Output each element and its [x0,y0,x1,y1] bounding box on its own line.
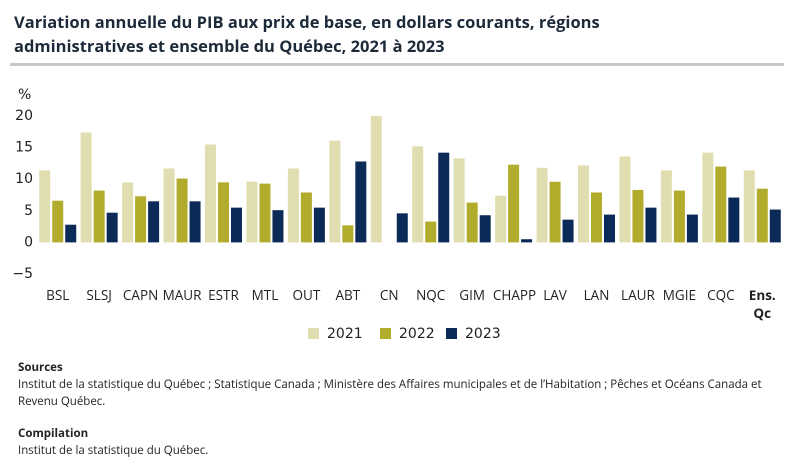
x-tick-label: LAV [543,286,567,304]
y-tick-label: 20 [15,108,33,124]
bar [673,190,685,243]
bar [272,210,284,243]
bar [396,213,408,243]
bar [536,167,548,243]
legend-label: 2021 [327,326,363,342]
y-tick-label: 10 [15,171,33,187]
bar [769,209,781,243]
bar [743,170,755,243]
bar [453,158,465,243]
bar [756,188,768,243]
bar [702,152,714,243]
bar [52,200,64,243]
y-tick-label: 0 [24,234,33,250]
legend-label: 2023 [465,326,501,342]
bar [135,196,147,243]
bar [355,161,367,243]
bar [80,132,92,243]
bar [148,201,160,243]
x-tick-label: LAN [583,286,610,304]
x-tick-label: ABT [335,286,361,304]
bar [300,192,312,243]
x-tick-label: BSL [46,286,70,304]
bar [205,144,216,243]
x-tick-label: CQC [707,286,735,304]
bar [521,239,533,243]
y-tick-label: −5 [12,266,33,282]
bar [313,207,325,243]
bar [176,178,188,243]
bar [591,192,602,243]
bar [370,116,382,243]
bar [93,190,105,243]
x-tick-label: OUT [292,286,321,304]
bar [728,197,740,243]
bar [259,183,271,243]
x-tick-label: LAUR [621,286,655,304]
chart-title: Variation annuelle du PIB aux prix de ba… [14,10,600,57]
x-tick-label: MTL [251,286,279,304]
bar [619,156,631,243]
bar [466,202,478,243]
bar [65,224,77,243]
bar [163,168,175,243]
x-tick-label: MGIE [662,286,696,304]
x-tick-label: CN [379,286,399,304]
bar [39,170,51,243]
bar [329,140,341,243]
legend-swatch [380,328,391,339]
bar [660,170,672,243]
compilation-heading: Compilation [18,426,89,441]
bar [479,215,491,243]
bar [246,181,258,243]
x-tick-label: Ens. Qc [748,286,776,322]
bar [549,181,561,243]
bar [342,225,354,243]
bar [495,195,507,243]
x-tick-label: NQC [416,286,446,304]
bar [562,219,574,243]
bar [189,201,201,243]
bar [645,207,657,243]
x-tick-label: MAUR [162,286,202,304]
title-rule [10,63,784,66]
bar [287,168,299,243]
x-tick-label: ESTR [208,286,239,304]
bar [438,152,450,243]
y-axis-label: % [18,87,31,103]
y-tick-label: 5 [24,203,33,219]
x-tick-label: SLSJ [86,286,112,304]
bar [508,164,520,243]
legend-label: 2022 [399,326,435,342]
bar [218,182,229,243]
x-tick-label: GIM [459,286,486,304]
y-tick-label: 15 [15,140,33,156]
bar [686,214,698,243]
bar [715,166,727,243]
sources-text: Institut de la statistique du Québec ; S… [18,377,762,409]
compilation-text: Institut de la statistique du Québec. [18,443,209,458]
legend-swatch [446,328,457,339]
bar [578,165,589,243]
bar [412,146,424,243]
bar [106,212,118,243]
bar [604,214,615,243]
x-tick-label: CAPN [122,286,159,304]
bar [231,207,242,243]
x-tick-label: CHAPP [492,286,537,304]
bar [632,189,644,243]
legend-swatch [308,328,319,339]
sources-heading: Sources [18,360,63,375]
bar [425,221,437,243]
bar [122,182,134,243]
